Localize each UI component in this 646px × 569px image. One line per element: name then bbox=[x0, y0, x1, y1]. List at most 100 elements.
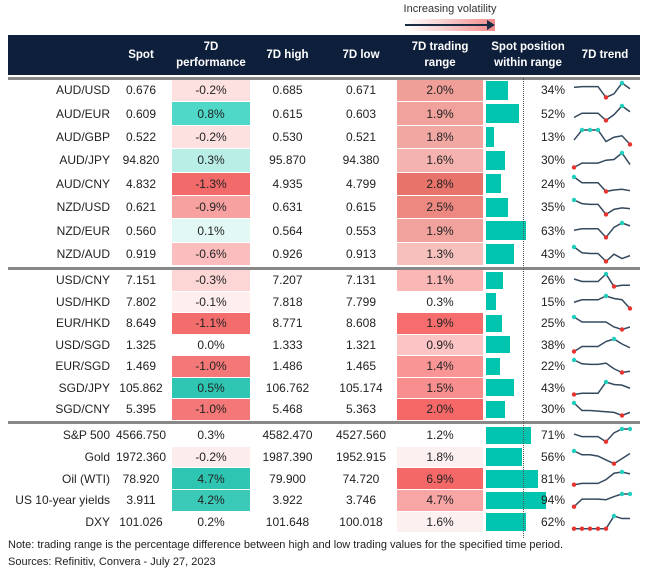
trend-min-point bbox=[611, 284, 617, 289]
low-value: 0.615 bbox=[345, 200, 377, 215]
high-value: 0.530 bbox=[272, 129, 303, 144]
position-bar bbox=[486, 469, 538, 488]
position-bar bbox=[486, 271, 503, 289]
position-bar bbox=[486, 400, 506, 418]
table-row: Oil (WTI) 78.920 4.7% 79.900 74.720 6.9% 81% bbox=[8, 468, 640, 490]
position-bar bbox=[486, 513, 526, 531]
position-bar bbox=[486, 336, 511, 354]
high-value: 95.870 bbox=[269, 153, 306, 168]
table-row: AUD/CNY 4.832 -1.3% 4.935 4.799 2.8% 24% bbox=[8, 172, 640, 195]
performance-value: -0.6% bbox=[172, 242, 250, 266]
low-value: 0.603 bbox=[345, 106, 377, 121]
trend-sparkline bbox=[570, 335, 636, 356]
trend-sparkline bbox=[570, 356, 636, 377]
performance-value: 0.5% bbox=[172, 377, 250, 398]
position-percent: 43% bbox=[540, 380, 565, 395]
position-percent: 13% bbox=[540, 129, 565, 144]
high-value: 0.615 bbox=[272, 106, 303, 121]
trend-min-point bbox=[619, 413, 625, 418]
position-percent: 94% bbox=[540, 493, 565, 508]
position-bar-cell bbox=[486, 313, 566, 334]
position-percent: 62% bbox=[540, 515, 565, 530]
performance-value: -0.2% bbox=[172, 446, 250, 468]
high-value: 0.685 bbox=[272, 83, 303, 98]
trend-min-point bbox=[603, 439, 609, 444]
high-value: 1.333 bbox=[272, 337, 303, 352]
performance-value: -0.9% bbox=[172, 196, 250, 219]
spot-value: 0.621 bbox=[125, 200, 157, 215]
high-value: 0.631 bbox=[272, 200, 303, 215]
trend-sparkline bbox=[570, 447, 636, 468]
spot-value: 7.802 bbox=[125, 294, 157, 309]
performance-value: -0.2% bbox=[172, 125, 250, 149]
position-bar-cell bbox=[486, 219, 566, 241]
position-bar-cell bbox=[486, 102, 566, 124]
position-bar-cell bbox=[486, 79, 566, 101]
trading-range-value: 1.6% bbox=[397, 149, 483, 172]
position-percent: 63% bbox=[540, 223, 565, 238]
position-bar-cell bbox=[486, 512, 566, 533]
trend-max-point bbox=[619, 80, 625, 86]
low-value: 0.671 bbox=[345, 83, 377, 98]
trend-max-point bbox=[619, 491, 625, 497]
performance-value: -0.1% bbox=[172, 291, 250, 312]
position-bar bbox=[486, 448, 522, 466]
table-header: Spot 7D performance 7D high 7D low 7D tr… bbox=[8, 35, 640, 75]
header-spot: Spot bbox=[128, 49, 154, 61]
trend-line bbox=[573, 175, 631, 192]
high-value: 4.935 bbox=[272, 176, 303, 191]
header-perf: 7D performance bbox=[176, 41, 246, 69]
trend-min-point bbox=[603, 118, 609, 123]
trend-max-point bbox=[571, 174, 577, 179]
footer-note: Note: trading range is the percentage di… bbox=[8, 539, 564, 551]
low-value: 4.799 bbox=[345, 176, 377, 191]
instrument-name: USD/CNY bbox=[55, 273, 110, 288]
trend-sparkline bbox=[570, 219, 636, 241]
performance-value: 0.2% bbox=[172, 511, 250, 533]
trading-range-value: 1.6% bbox=[397, 511, 483, 533]
high-value: 0.926 bbox=[272, 246, 303, 261]
trend-min-point bbox=[627, 141, 633, 147]
trading-range-value: 1.8% bbox=[397, 446, 483, 468]
trend-sparkline bbox=[570, 313, 636, 334]
table-row: Gold 1972.360 -0.2% 1987.390 1952.915 1.8% 56% bbox=[8, 446, 640, 468]
position-bar-cell bbox=[486, 196, 566, 218]
trend-min-point bbox=[571, 348, 577, 354]
spot-value: 1.469 bbox=[125, 359, 157, 374]
instrument-name: NZD/EUR bbox=[56, 223, 110, 238]
trading-range-value: 4.7% bbox=[397, 490, 483, 511]
spot-value: 101.026 bbox=[119, 515, 163, 530]
table-row: USD/SGD 1.325 0.0% 1.333 1.321 0.9% 38% bbox=[8, 334, 640, 356]
spot-value: 8.649 bbox=[125, 316, 157, 331]
high-value: 101.648 bbox=[265, 515, 310, 530]
instrument-name: SGD/JPY bbox=[58, 380, 110, 395]
performance-value: -1.0% bbox=[172, 399, 250, 420]
spot-value: 1.325 bbox=[125, 337, 157, 352]
position-bar bbox=[486, 357, 501, 375]
trend-min-point bbox=[571, 526, 577, 531]
trend-sparkline bbox=[570, 149, 636, 171]
table-row: DXY 101.026 0.2% 101.648 100.018 1.6% 62% bbox=[8, 511, 640, 533]
trading-range-value: 1.5% bbox=[397, 377, 483, 398]
position-bar bbox=[486, 491, 547, 510]
trend-min-point bbox=[627, 305, 633, 311]
trend-max-point bbox=[619, 221, 625, 226]
low-value: 0.521 bbox=[345, 129, 377, 144]
position-bar-cell bbox=[486, 335, 566, 356]
position-bar-cell bbox=[486, 425, 566, 446]
position-percent: 71% bbox=[540, 428, 565, 443]
performance-value: 0.3% bbox=[172, 425, 250, 446]
spot-value: 0.560 bbox=[125, 223, 157, 238]
trading-range-value: 1.2% bbox=[397, 425, 483, 446]
trend-max-point bbox=[619, 470, 625, 475]
position-bar-cell bbox=[486, 126, 566, 148]
trend-sparkline bbox=[570, 399, 636, 420]
performance-value: -1.1% bbox=[172, 313, 250, 334]
trend-min-point bbox=[603, 258, 609, 264]
trend-sparkline bbox=[570, 468, 636, 489]
table-row: SGD/CNY 5.395 -1.0% 5.468 5.363 2.0% 30% bbox=[8, 399, 640, 420]
trading-range-value: 1.8% bbox=[397, 125, 483, 149]
trend-sparkline bbox=[570, 490, 636, 511]
trend-min-point bbox=[619, 327, 625, 332]
position-percent: 56% bbox=[540, 450, 565, 465]
